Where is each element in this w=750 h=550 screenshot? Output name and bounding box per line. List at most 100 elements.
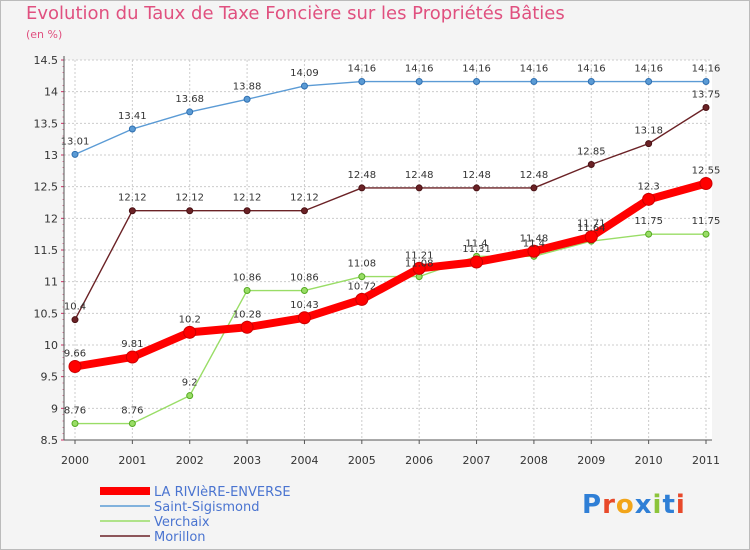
data-label-morillon: 12.12 bbox=[233, 193, 262, 204]
y-tick-label: 9.5 bbox=[41, 371, 59, 384]
data-label-la-rivi-re-enverse: 11.21 bbox=[405, 250, 434, 261]
logo-letter: i bbox=[675, 490, 686, 520]
data-label-la-rivi-re-enverse: 11.31 bbox=[462, 244, 491, 255]
data-point-la-rivi-re-enverse bbox=[642, 192, 656, 206]
data-label-la-rivi-re-enverse: 10.28 bbox=[233, 309, 262, 320]
data-label-verchaix: 11.64 bbox=[577, 223, 606, 234]
x-tick-label: 2004 bbox=[290, 454, 318, 467]
data-point-la-rivi-re-enverse bbox=[68, 360, 82, 374]
data-label-la-rivi-re-enverse: 12.55 bbox=[692, 166, 721, 177]
data-point-la-rivi-re-enverse bbox=[355, 292, 369, 306]
data-point-verchaix bbox=[128, 420, 136, 428]
x-tick-label: 2008 bbox=[520, 454, 548, 467]
y-tick-label: 14 bbox=[44, 86, 58, 99]
data-point-saint-sigismond bbox=[71, 150, 79, 158]
logo-letter: P bbox=[582, 490, 603, 520]
y-tick-label: 13 bbox=[44, 149, 58, 162]
y-tick-label: 10 bbox=[44, 339, 58, 352]
data-label-saint-sigismond: 14.16 bbox=[520, 64, 549, 75]
data-point-la-rivi-re-enverse bbox=[699, 177, 713, 190]
x-tick-label: 2001 bbox=[118, 454, 146, 467]
data-point-verchaix bbox=[702, 230, 710, 238]
y-tick-label: 8.5 bbox=[41, 434, 59, 447]
y-tick-label: 11 bbox=[44, 276, 58, 289]
proxiti-logo: Proxiti bbox=[582, 490, 686, 520]
series-line-morillon bbox=[74, 106, 707, 321]
data-label-verchaix: 10.86 bbox=[233, 273, 262, 284]
data-point-morillon bbox=[71, 316, 79, 324]
data-point-saint-sigismond bbox=[300, 82, 308, 90]
series bbox=[68, 78, 713, 428]
data-point-la-rivi-re-enverse bbox=[125, 350, 139, 364]
data-label-saint-sigismond: 14.16 bbox=[462, 64, 491, 75]
data-label-la-rivi-re-enverse: 11.71 bbox=[577, 219, 606, 230]
y-tick-label: 10.5 bbox=[34, 307, 59, 320]
data-point-morillon bbox=[128, 207, 136, 215]
data-point-verchaix bbox=[300, 287, 308, 295]
data-label-saint-sigismond: 14.16 bbox=[405, 64, 434, 75]
data-point-morillon bbox=[473, 184, 481, 192]
data-point-morillon bbox=[702, 104, 710, 111]
y-tick-label: 9 bbox=[51, 402, 58, 415]
data-label-saint-sigismond: 13.01 bbox=[61, 136, 90, 147]
data-point-verchaix bbox=[358, 273, 366, 281]
data-label-verchaix: 10.86 bbox=[290, 273, 319, 284]
data-point-morillon bbox=[587, 161, 595, 168]
data-point-saint-sigismond bbox=[645, 78, 653, 86]
data-label-morillon: 12.48 bbox=[347, 170, 376, 181]
logo-letter: r bbox=[602, 490, 616, 520]
data-point-saint-sigismond bbox=[186, 108, 194, 116]
data-label-verchaix: 8.76 bbox=[64, 406, 86, 417]
x-tick-label: 2002 bbox=[176, 454, 204, 467]
data-label-saint-sigismond: 14.09 bbox=[290, 68, 319, 79]
data-label-saint-sigismond: 14.16 bbox=[347, 64, 376, 75]
data-point-la-rivi-re-enverse bbox=[470, 255, 484, 269]
data-label-morillon: 12.48 bbox=[462, 170, 491, 181]
legend-label-verchaix: Verchaix bbox=[154, 515, 210, 530]
series-line-verchaix bbox=[74, 233, 707, 425]
data-point-saint-sigismond bbox=[358, 78, 366, 86]
x-tick-label: 2007 bbox=[463, 454, 491, 467]
series-line-la-rivi-re-enverse bbox=[71, 179, 710, 371]
data-point-la-rivi-re-enverse bbox=[412, 261, 426, 275]
x-tick-label: 2011 bbox=[692, 454, 720, 467]
data-label-la-rivi-re-enverse: 9.66 bbox=[64, 349, 86, 360]
data-point-verchaix bbox=[645, 230, 653, 238]
data-labels: 13.01 13.41 13.68 13.88 14.09 14.16 14.16 14.16… bbox=[61, 64, 721, 417]
data-label-morillon: 12.48 bbox=[405, 170, 434, 181]
data-label-saint-sigismond: 14.16 bbox=[577, 64, 606, 75]
data-point-morillon bbox=[358, 184, 366, 192]
data-point-saint-sigismond bbox=[530, 78, 538, 86]
y-tick-label: 14.5 bbox=[34, 54, 59, 67]
grid bbox=[64, 59, 712, 441]
data-point-morillon bbox=[300, 207, 308, 215]
data-label-la-rivi-re-enverse: 10.2 bbox=[179, 314, 201, 325]
y-tick-label: 12.5 bbox=[34, 181, 59, 194]
chart-subtitle: (en %) bbox=[26, 28, 63, 41]
data-label-verchaix: 11.4 bbox=[465, 238, 487, 249]
data-label-morillon: 12.48 bbox=[520, 170, 549, 181]
data-label-la-rivi-re-enverse: 10.72 bbox=[347, 281, 376, 292]
legend-label-morillon: Morillon bbox=[154, 530, 206, 545]
data-point-la-rivi-re-enverse bbox=[527, 244, 541, 258]
x-tick-label: 2003 bbox=[233, 454, 261, 467]
axes: 8.5 9 9.5 10 10.5 11 11.5 12 12.5 13 13.5 14 14.5 200… bbox=[34, 54, 721, 467]
x-tick-label: 2006 bbox=[405, 454, 433, 467]
data-point-la-rivi-re-enverse bbox=[240, 320, 254, 334]
data-label-verchaix: 11.08 bbox=[405, 259, 434, 270]
data-label-verchaix: 8.76 bbox=[121, 406, 143, 417]
data-point-saint-sigismond bbox=[587, 78, 595, 86]
data-point-saint-sigismond bbox=[473, 78, 481, 86]
data-label-saint-sigismond: 14.16 bbox=[634, 64, 663, 75]
data-point-verchaix bbox=[186, 392, 194, 400]
data-label-morillon: 12.12 bbox=[175, 193, 204, 204]
data-point-morillon bbox=[645, 140, 653, 148]
data-point-verchaix bbox=[71, 420, 79, 428]
data-label-la-rivi-re-enverse: 9.81 bbox=[121, 339, 143, 350]
data-label-verchaix: 9.2 bbox=[182, 378, 198, 389]
data-label-la-rivi-re-enverse: 12.3 bbox=[638, 181, 660, 192]
legend: LA RIVIèRE-ENVERSESaint-SigismondVerchai… bbox=[100, 485, 291, 545]
data-label-morillon: 13.75 bbox=[692, 90, 721, 101]
data-label-saint-sigismond: 14.16 bbox=[692, 64, 721, 75]
data-point-morillon bbox=[243, 207, 251, 215]
